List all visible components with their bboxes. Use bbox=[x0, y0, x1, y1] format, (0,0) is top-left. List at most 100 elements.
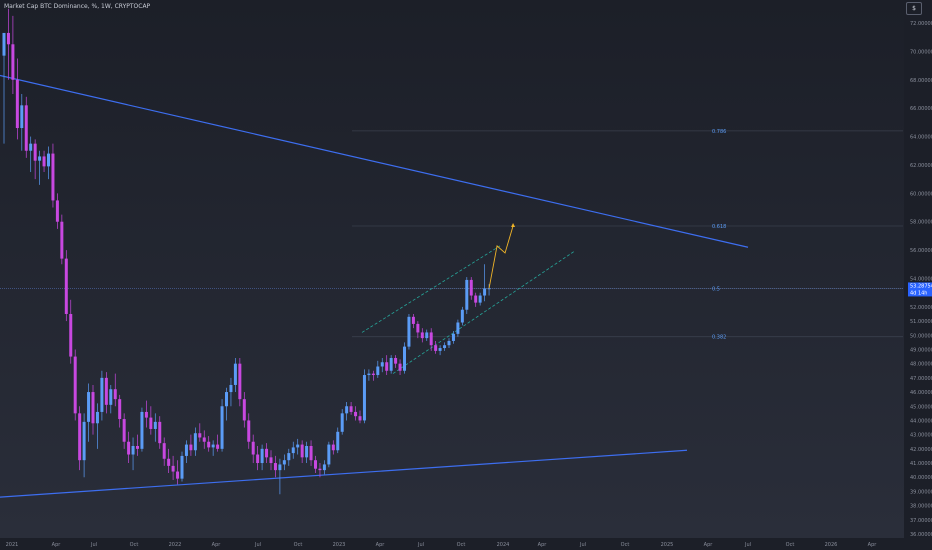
candle-body bbox=[487, 288, 491, 290]
candle-body bbox=[478, 295, 482, 303]
price-tag-value: 53.28754 bbox=[910, 283, 932, 289]
candle-body bbox=[456, 322, 460, 334]
candle-body bbox=[238, 363, 242, 400]
x-tick-label: Oct bbox=[294, 542, 303, 548]
candle-body bbox=[247, 420, 251, 442]
x-tick-label: Apr bbox=[376, 542, 386, 548]
candle-body bbox=[371, 373, 375, 376]
candle-body bbox=[389, 357, 393, 371]
y-tick-label: 62.00000 bbox=[910, 163, 932, 169]
candle-body bbox=[136, 445, 139, 449]
y-tick-label: 56.00000 bbox=[910, 248, 932, 254]
candle-body bbox=[282, 460, 286, 465]
x-tick-label: 2022 bbox=[169, 542, 182, 548]
x-tick-label: 2024 bbox=[497, 542, 510, 548]
y-tick-label: 40.00000 bbox=[910, 475, 932, 481]
candle-body bbox=[176, 471, 180, 479]
y-tick-label: 60.00000 bbox=[910, 191, 932, 197]
x-tick-label: Oct bbox=[130, 542, 139, 548]
fib-level-label: 0.786 bbox=[712, 129, 726, 135]
y-tick-label: 49.00000 bbox=[910, 347, 932, 353]
upper-trendline bbox=[0, 74, 749, 248]
projection-arrowhead bbox=[511, 222, 516, 227]
y-tick-label: 72.00000 bbox=[910, 21, 932, 27]
x-tick-label: Jul bbox=[744, 542, 751, 548]
candle-body bbox=[2, 32, 6, 56]
lower-trendline bbox=[0, 449, 688, 498]
candle-body bbox=[113, 389, 117, 400]
y-tick-label: 52.00000 bbox=[910, 305, 932, 311]
candle-body bbox=[38, 156, 42, 161]
candle-body bbox=[82, 421, 86, 461]
candle-body bbox=[269, 457, 273, 464]
candle-body bbox=[100, 377, 104, 412]
candle-body bbox=[64, 258, 68, 314]
y-tick-label: 68.00000 bbox=[910, 78, 932, 84]
fib-level-label: 0.5 bbox=[712, 286, 720, 292]
chart-title: Market Cap BTC Dominance, %, 1W, CRYPTOC… bbox=[4, 3, 151, 10]
x-tick-label: 2025 bbox=[661, 542, 674, 548]
candle-body bbox=[184, 444, 188, 456]
candle-body bbox=[153, 421, 157, 429]
candle-body bbox=[20, 105, 24, 129]
candle-body bbox=[171, 465, 175, 472]
candle-body bbox=[376, 366, 380, 376]
candle-body bbox=[380, 362, 384, 367]
candle-body bbox=[443, 345, 447, 349]
candle-body bbox=[6, 32, 10, 45]
candle-body bbox=[211, 444, 215, 448]
candle-body bbox=[51, 153, 55, 201]
x-tick-label: Apr bbox=[538, 542, 548, 548]
candle-body bbox=[354, 411, 358, 417]
candle-body bbox=[483, 288, 487, 296]
x-tick-label: Jul bbox=[90, 542, 97, 548]
candle-body bbox=[318, 468, 322, 471]
candle-body bbox=[55, 200, 59, 222]
candle-body bbox=[474, 295, 478, 303]
channel-lower-line bbox=[392, 251, 575, 374]
candle-body bbox=[73, 356, 77, 414]
candle-body bbox=[118, 399, 122, 420]
y-tick-label: 64.00000 bbox=[910, 135, 932, 141]
price-scale-button[interactable]: $ bbox=[906, 2, 922, 15]
candle-body bbox=[460, 309, 464, 323]
x-tick-label: Apr bbox=[868, 542, 878, 548]
x-tick-label: 2021 bbox=[6, 542, 19, 548]
candle-body bbox=[314, 460, 317, 469]
candle-body bbox=[109, 389, 113, 405]
y-tick-label: 48.00000 bbox=[910, 362, 932, 368]
candle-body bbox=[242, 399, 246, 421]
candle-body bbox=[287, 453, 291, 461]
candle-body bbox=[140, 411, 144, 449]
candle-body bbox=[229, 384, 233, 393]
x-tick-label: 2026 bbox=[825, 542, 838, 548]
y-tick-label: 36.00000 bbox=[910, 532, 932, 538]
candle-body bbox=[296, 444, 300, 448]
candle-body bbox=[362, 375, 366, 421]
y-tick-label: 45.00000 bbox=[910, 404, 932, 410]
candle-body bbox=[438, 348, 442, 351]
x-tick-label: Apr bbox=[52, 542, 62, 548]
price-tag-background bbox=[908, 282, 932, 297]
candle-body bbox=[87, 392, 91, 422]
x-tick-label: Jul bbox=[579, 542, 586, 548]
x-tick-label: Apr bbox=[704, 542, 714, 548]
candle-body bbox=[60, 221, 64, 259]
candle-body bbox=[358, 416, 362, 421]
y-tick-label: 46.00000 bbox=[910, 390, 932, 396]
candle-body bbox=[394, 357, 398, 364]
candle-body bbox=[216, 444, 220, 449]
y-tick-label: 42.00000 bbox=[910, 447, 932, 453]
candle-body bbox=[11, 44, 15, 80]
x-tick-label: Oct bbox=[786, 542, 795, 548]
candle-body bbox=[385, 362, 389, 371]
candle-body bbox=[251, 441, 255, 455]
candle-body bbox=[91, 392, 95, 424]
x-tick-label: Oct bbox=[621, 542, 630, 548]
y-tick-label: 37.00000 bbox=[910, 518, 932, 524]
candle-body bbox=[104, 377, 108, 405]
candle-body bbox=[416, 323, 420, 333]
plot-background bbox=[0, 0, 904, 538]
